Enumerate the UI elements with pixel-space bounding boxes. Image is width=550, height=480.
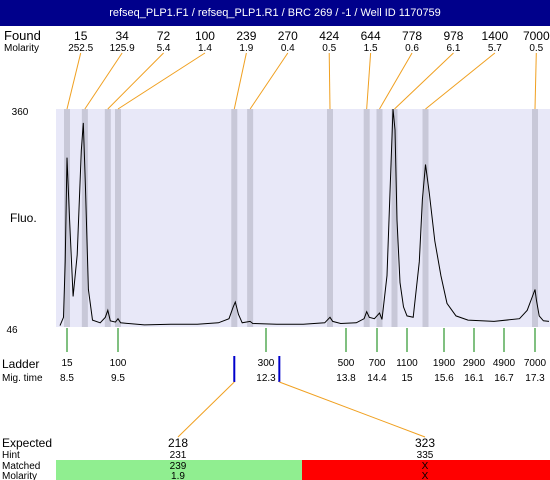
mig-time-label: Mig. time xyxy=(2,373,43,384)
found-molarity-label: 6.1 xyxy=(447,43,461,54)
ladder-size-label: 2900 xyxy=(463,358,486,369)
found-connector xyxy=(379,52,413,110)
expected-size-value: 323 xyxy=(415,436,435,450)
peak-band xyxy=(104,109,111,327)
ladder-size-label: 7000 xyxy=(524,358,547,369)
found-size-label: 72 xyxy=(157,29,171,43)
hint-value: 335 xyxy=(417,450,434,461)
matched-label: Matched xyxy=(2,461,40,472)
ladder-time-label: 9.5 xyxy=(111,373,125,384)
matched-value: X xyxy=(422,461,429,472)
found-size-label: 424 xyxy=(319,29,339,43)
found-connector xyxy=(84,52,123,110)
found-size-label: 1400 xyxy=(482,29,509,43)
matched-value: 239 xyxy=(170,461,187,472)
ladder-size-label: 4900 xyxy=(493,358,516,369)
peak-band xyxy=(532,109,538,327)
ladder-time-label: 15 xyxy=(401,373,413,384)
found-connector xyxy=(249,52,289,110)
found-molarity-label: 0.4 xyxy=(281,43,295,54)
fluorescence-trace xyxy=(59,108,550,326)
ladder-time-label: 16.1 xyxy=(464,373,484,384)
ladder-time-label: 12.3 xyxy=(256,373,276,384)
ladder-size-label: 1100 xyxy=(396,358,418,369)
hint-value: 231 xyxy=(170,450,187,461)
found-size-label: 7000 xyxy=(523,29,550,43)
found-molarity-label: 252.5 xyxy=(68,43,93,54)
ladder-time-label: 16.7 xyxy=(494,373,514,384)
molarity-label: Molarity xyxy=(4,43,39,54)
found-molarity-label: 0.6 xyxy=(405,43,419,54)
peak-band xyxy=(327,109,333,327)
peak-band xyxy=(64,109,70,327)
ladder-time-label: 8.5 xyxy=(60,373,74,384)
expected-size-value: 218 xyxy=(168,436,188,450)
found-molarity-label: 0.5 xyxy=(322,43,336,54)
found-molarity-label: 5.7 xyxy=(488,43,502,54)
found-size-label: 239 xyxy=(236,29,256,43)
plot-area xyxy=(56,109,550,327)
found-size-label: 100 xyxy=(195,29,215,43)
found-size-label: 778 xyxy=(402,29,422,43)
peak-band xyxy=(231,109,238,327)
found-molarity-label: 5.4 xyxy=(157,43,171,54)
found-connector xyxy=(366,52,372,110)
match-status-bar xyxy=(56,460,302,480)
found-molarity-label: 125.9 xyxy=(110,43,135,54)
ladder-label: Ladder xyxy=(2,357,39,371)
ladder-size-label: 1900 xyxy=(433,358,456,369)
match-status-bar xyxy=(302,460,550,480)
molarity-bottom-label: Molarity xyxy=(2,471,37,480)
found-size-label: 15 xyxy=(74,29,88,43)
y-tick-label: 360 xyxy=(12,107,29,118)
found-size-label: 270 xyxy=(278,29,298,43)
found-size-label: 34 xyxy=(115,29,129,43)
expected-label: Expected xyxy=(2,436,52,450)
found-connector xyxy=(394,52,454,110)
window-title: refseq_PLP1.F1 / refseq_PLP1.R1 / BRC 26… xyxy=(0,0,550,26)
peak-band xyxy=(376,109,383,327)
found-connector xyxy=(117,52,206,110)
ladder-size-label: 500 xyxy=(338,358,355,369)
ladder-size-label: 15 xyxy=(61,358,73,369)
found-connector xyxy=(233,52,247,110)
found-molarity-label: 0.5 xyxy=(529,43,543,54)
y-axis-label: Fluo. xyxy=(10,211,37,225)
peak-band xyxy=(363,109,370,327)
ladder-time-label: 15.6 xyxy=(434,373,454,384)
found-connector xyxy=(328,52,331,110)
peak-band xyxy=(391,109,398,327)
ladder-size-label: 100 xyxy=(110,358,127,369)
peak-band xyxy=(422,109,429,327)
found-molarity-label: 1.5 xyxy=(364,43,378,54)
ladder-time-label: 14.4 xyxy=(367,373,387,384)
found-size-label: 978 xyxy=(443,29,463,43)
ladder-size-label: 700 xyxy=(369,358,386,369)
found-size-label: 644 xyxy=(361,29,381,43)
molarity-value: X xyxy=(422,471,429,480)
found-molarity-label: 1.4 xyxy=(198,43,212,54)
peak-band xyxy=(115,109,121,327)
found-molarity-label: 1.9 xyxy=(239,43,253,54)
found-label: Found xyxy=(4,28,41,43)
peak-band xyxy=(247,109,254,327)
hint-label: Hint xyxy=(2,450,20,461)
found-connector xyxy=(425,52,496,110)
ladder-size-label: 300 xyxy=(258,358,275,369)
found-connector xyxy=(107,52,164,110)
peak-band xyxy=(81,109,88,327)
ladder-time-label: 13.8 xyxy=(336,373,356,384)
found-connector xyxy=(66,52,82,110)
expected-connector xyxy=(279,381,426,438)
ladder-time-label: 17.3 xyxy=(525,373,545,384)
y-tick-label: 46 xyxy=(6,325,18,336)
expected-connector xyxy=(177,381,235,438)
found-connector xyxy=(534,52,537,110)
molarity-value: 1.9 xyxy=(171,471,185,480)
